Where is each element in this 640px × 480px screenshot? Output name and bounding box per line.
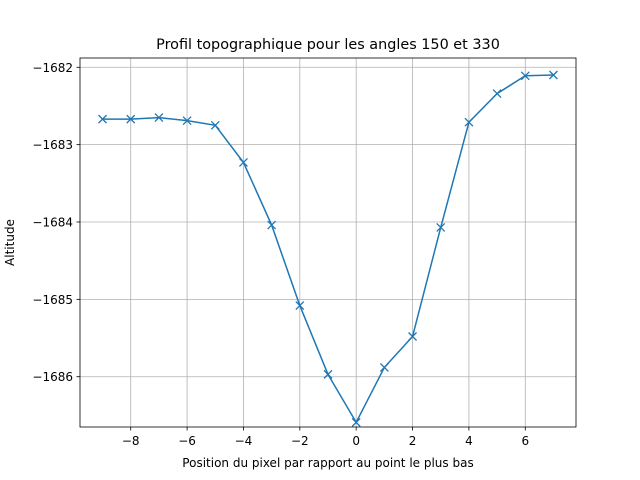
x-tick-label: −6 [178, 434, 196, 448]
data-point-marker [126, 114, 136, 124]
data-point-marker [182, 116, 192, 126]
data-point-marker [295, 301, 305, 311]
axis-ticks: −8 −6 −4 −2 0 2 4 6 −1682 −1683 −1684 −1685 −1686 [32, 61, 529, 448]
x-tick-label: 2 [409, 434, 417, 448]
x-axis-label: Position du pixel par rapport au point l… [182, 456, 473, 470]
x-tick-label: −2 [291, 434, 309, 448]
data-point-marker [210, 120, 220, 130]
data-point-marker [323, 369, 333, 379]
y-tick-label: −1685 [32, 293, 73, 307]
x-tick-label: 6 [521, 434, 529, 448]
y-axis-label: Altitude [3, 219, 17, 266]
y-tick-label: −1682 [32, 61, 73, 75]
x-tick-label: −4 [235, 434, 253, 448]
data-point-marker [464, 117, 474, 127]
plot-area [80, 58, 576, 427]
data-point-marker [379, 362, 389, 372]
data-point-marker [408, 332, 418, 341]
data-point-marker [267, 220, 277, 230]
chart-title: Profil topographique pour les angles 150… [156, 37, 500, 53]
grid-lines [80, 58, 576, 427]
plot-frame [79, 57, 577, 428]
series-markers [98, 70, 558, 427]
data-point-marker [154, 113, 164, 123]
data-point-marker [492, 89, 502, 99]
data-point-marker [548, 70, 558, 80]
data-point-marker [238, 157, 248, 167]
y-tick-label: −1686 [32, 370, 73, 384]
data-point-marker [436, 222, 446, 232]
x-tick-label: −8 [122, 434, 140, 448]
x-tick-label: 4 [465, 434, 473, 448]
data-point-marker [351, 417, 361, 427]
y-tick-label: −1684 [32, 216, 73, 230]
y-tick-label: −1683 [32, 138, 73, 152]
x-tick-label: 0 [352, 434, 360, 448]
data-point-marker [98, 114, 108, 124]
data-point-marker [520, 71, 530, 81]
